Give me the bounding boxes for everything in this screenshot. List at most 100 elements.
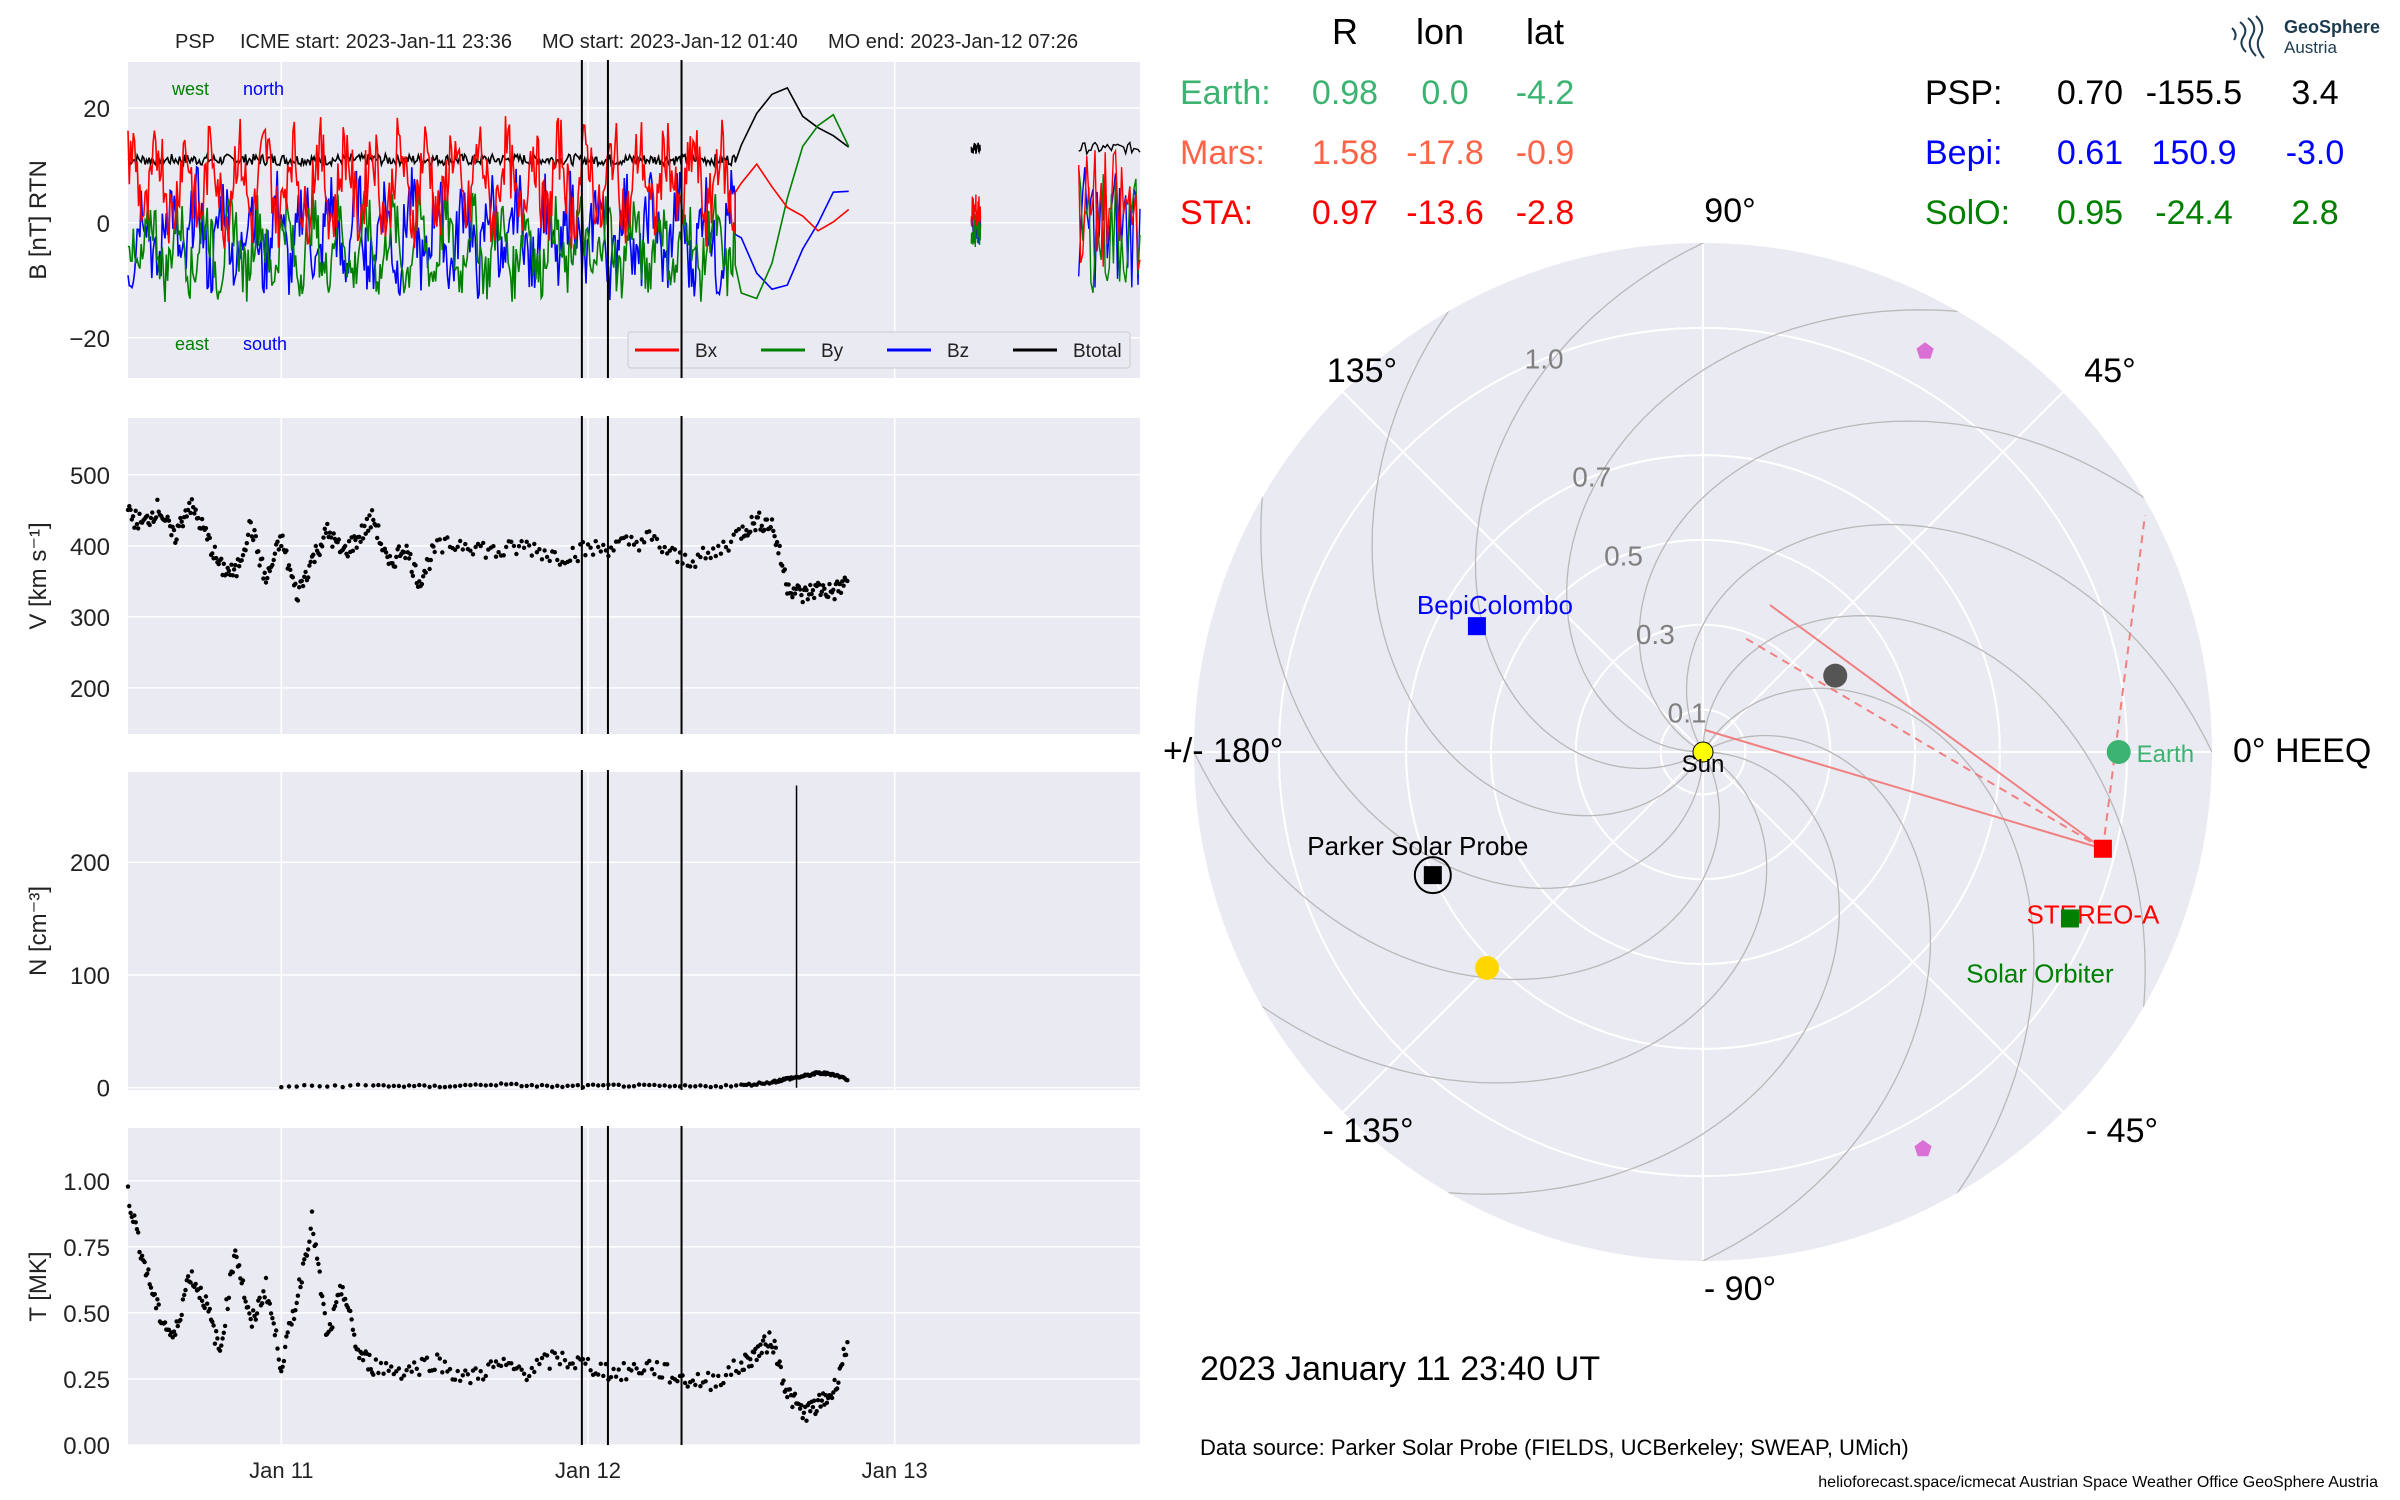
data-point xyxy=(731,1358,736,1363)
data-point xyxy=(624,534,629,539)
data-point xyxy=(665,551,670,556)
data-point xyxy=(127,504,132,509)
data-point xyxy=(245,1304,251,1310)
data-point xyxy=(601,542,606,548)
data-point xyxy=(455,1368,460,1374)
data-point xyxy=(387,553,393,559)
data-point xyxy=(790,1404,795,1410)
data-point xyxy=(240,553,246,558)
data-point xyxy=(843,1352,849,1358)
data-point xyxy=(521,1371,527,1377)
data-point xyxy=(179,1312,184,1318)
data-point xyxy=(447,1366,453,1372)
data-point xyxy=(483,1083,488,1088)
data-point xyxy=(652,534,657,539)
polar-marker-mars-up xyxy=(1916,342,1934,359)
data-point xyxy=(237,1263,242,1268)
table-right-lon: -24.4 xyxy=(2155,194,2233,232)
data-point xyxy=(152,1292,157,1297)
polar-r-tick-label: 0.7 xyxy=(1572,462,1611,493)
data-point xyxy=(417,1082,422,1088)
data-point xyxy=(713,553,718,559)
data-point xyxy=(654,536,660,542)
data-point xyxy=(437,1356,442,1361)
data-point xyxy=(818,1404,823,1409)
data-point xyxy=(647,529,652,534)
parker-spiral-line xyxy=(1267,751,1840,1195)
data-point xyxy=(837,581,842,587)
timeseries-title: PSP ICME start: 2023-Jan-11 23:36 MO sta… xyxy=(175,31,1078,53)
data-point xyxy=(473,1366,478,1371)
data-point xyxy=(764,1350,770,1355)
data-point xyxy=(491,544,496,549)
data-point xyxy=(836,1380,841,1385)
data-point xyxy=(810,1404,816,1410)
data-point xyxy=(406,1364,412,1369)
data-point xyxy=(386,1368,391,1374)
data-point xyxy=(812,595,817,601)
data-point xyxy=(396,544,402,549)
data-point xyxy=(705,1370,711,1376)
y-axis-label: N [cm⁻³] xyxy=(25,886,52,976)
data-point xyxy=(188,1280,193,1285)
data-point xyxy=(585,1356,591,1362)
data-point xyxy=(336,537,341,542)
data-point xyxy=(189,1269,195,1274)
data-point xyxy=(819,1398,824,1403)
data-point xyxy=(703,1379,708,1384)
table-left-lat: -4.2 xyxy=(1516,74,1575,112)
data-point xyxy=(312,559,317,565)
panel-density: 0 100 200 N [cm⁻³] xyxy=(25,770,1140,1103)
data-point xyxy=(744,528,749,533)
data-point xyxy=(381,1083,386,1088)
data-point xyxy=(542,548,547,553)
data-point xyxy=(226,568,232,573)
data-point xyxy=(303,569,308,575)
data-point xyxy=(555,1355,560,1360)
data-point xyxy=(360,536,366,541)
data-point xyxy=(261,1289,266,1294)
data-point xyxy=(182,1292,187,1298)
data-point xyxy=(216,561,221,567)
parker-spiral-line xyxy=(1702,615,2146,1188)
data-point xyxy=(626,1084,632,1089)
data-point xyxy=(432,1083,437,1088)
data-point xyxy=(829,1395,835,1401)
data-point xyxy=(178,1317,183,1323)
data-point xyxy=(289,1322,294,1327)
data-point xyxy=(611,1366,616,1372)
data-point xyxy=(509,539,514,544)
data-point xyxy=(316,1261,321,1267)
data-point xyxy=(375,535,380,541)
y-tick-label: 0.50 xyxy=(63,1301,110,1328)
data-point xyxy=(601,1083,606,1088)
data-point xyxy=(270,562,275,568)
data-point xyxy=(401,550,407,555)
data-point xyxy=(428,557,433,563)
table-right-lon: -155.5 xyxy=(2146,74,2242,112)
parker-spiral-line xyxy=(1702,687,2035,1261)
data-point xyxy=(180,1297,186,1302)
table-right-r: 0.70 xyxy=(2057,74,2123,112)
data-point xyxy=(736,527,741,532)
data-point xyxy=(203,1294,209,1299)
legend-label-bz: Bz xyxy=(947,341,969,362)
data-point xyxy=(483,555,488,560)
data-point xyxy=(363,531,368,536)
data-point xyxy=(521,545,527,550)
data-point xyxy=(590,1082,596,1087)
table-left-lon: -17.8 xyxy=(1406,134,1484,172)
data-point xyxy=(771,528,776,534)
data-point xyxy=(762,1334,767,1339)
data-point xyxy=(481,540,486,546)
data-point xyxy=(423,570,428,575)
data-point xyxy=(552,1350,557,1356)
data-point xyxy=(631,1361,637,1367)
data-point xyxy=(519,1367,524,1372)
data-point xyxy=(396,1366,402,1371)
data-point xyxy=(180,524,186,529)
data-point xyxy=(412,1360,417,1365)
data-point xyxy=(437,1084,442,1090)
data-point xyxy=(514,551,519,557)
title-icme-start: ICME start: 2023-Jan-11 23:36 xyxy=(240,31,512,53)
